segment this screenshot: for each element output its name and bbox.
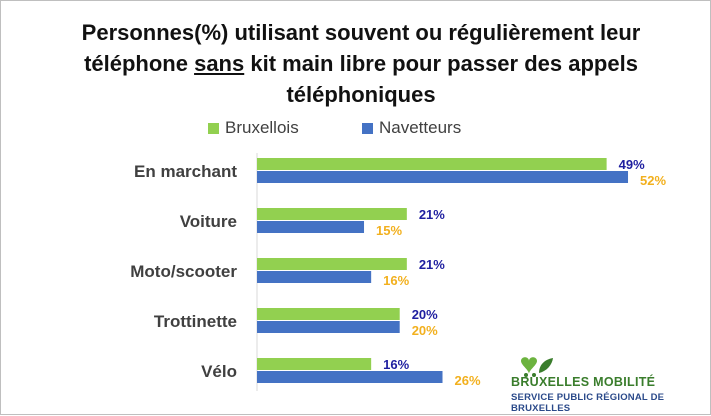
category-label: En marchant bbox=[134, 162, 237, 181]
data-label-navetteurs: 20% bbox=[412, 323, 438, 338]
chart-title: Personnes(%) utilisant souvent ou réguli… bbox=[41, 17, 681, 110]
brand-block: BRUXELLES MOBILITÉ SERVICE PUBLIC RÉGION… bbox=[509, 355, 709, 414]
data-label-navetteurs: 52% bbox=[640, 173, 666, 188]
bar-navetteurs bbox=[257, 321, 400, 333]
bar-bruxellois bbox=[257, 208, 407, 220]
bar-navetteurs bbox=[257, 371, 443, 383]
title-part-2: kit main libre pour passer des appels té… bbox=[244, 51, 638, 107]
data-label-navetteurs: 15% bbox=[376, 223, 402, 238]
data-label-bruxellois: 21% bbox=[419, 257, 445, 272]
brand-subtitle: SERVICE PUBLIC RÉGIONAL DE BRUXELLES bbox=[511, 392, 665, 414]
legend-label-navetteurs: Navetteurs bbox=[379, 118, 462, 137]
bar-bruxellois bbox=[257, 358, 372, 370]
legend-swatch-navetteurs bbox=[362, 123, 373, 134]
brand-name: BRUXELLES MOBILITÉ bbox=[511, 375, 656, 389]
data-label-bruxellois: 49% bbox=[619, 157, 645, 172]
heart-leaf-logo-icon bbox=[521, 357, 553, 377]
data-label-bruxellois: 21% bbox=[419, 207, 445, 222]
data-label-bruxellois: 16% bbox=[383, 357, 409, 372]
legend-label-bruxellois: Bruxellois bbox=[225, 118, 299, 137]
bar-bruxellois bbox=[257, 258, 407, 270]
data-label-navetteurs: 26% bbox=[455, 373, 481, 388]
category-label: Voiture bbox=[180, 212, 237, 231]
category-label: Moto/scooter bbox=[130, 262, 237, 281]
title-part-1: Personnes(%) utilisant souvent ou réguli… bbox=[81, 20, 641, 76]
bar-navetteurs bbox=[257, 221, 365, 233]
category-label: Trottinette bbox=[154, 312, 237, 331]
chart-legend: Bruxellois Navetteurs bbox=[1, 118, 711, 140]
category-label: Vélo bbox=[201, 362, 237, 381]
data-label-bruxellois: 20% bbox=[412, 307, 438, 322]
data-label-navetteurs: 16% bbox=[383, 273, 409, 288]
bar-bruxellois bbox=[257, 158, 607, 170]
bar-bruxellois bbox=[257, 308, 400, 320]
legend-swatch-bruxellois bbox=[208, 123, 219, 134]
bar-navetteurs bbox=[257, 171, 629, 183]
bar-navetteurs bbox=[257, 271, 372, 283]
title-emphasis: sans bbox=[194, 51, 245, 76]
